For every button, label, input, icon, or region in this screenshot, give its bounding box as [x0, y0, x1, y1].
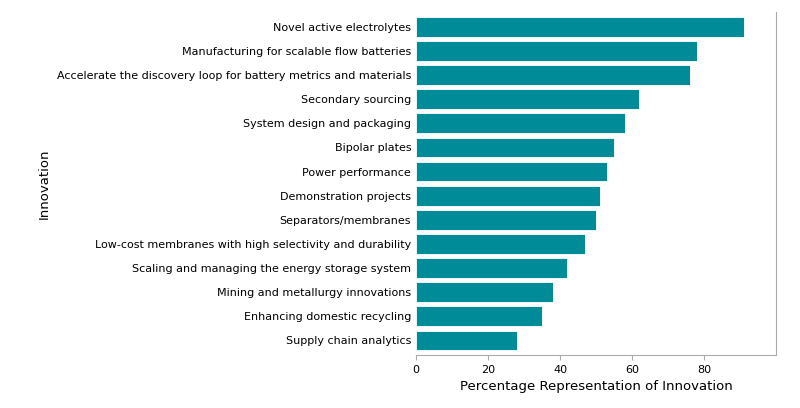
Bar — [416, 17, 744, 37]
Bar — [416, 282, 553, 302]
Bar — [416, 137, 614, 157]
Bar — [416, 258, 567, 278]
Bar — [416, 210, 596, 230]
Bar — [416, 65, 690, 85]
Bar — [416, 113, 625, 133]
X-axis label: Percentage Representation of Innovation: Percentage Representation of Innovation — [460, 380, 732, 393]
Bar — [416, 186, 600, 206]
Bar — [416, 162, 606, 182]
Bar — [416, 41, 697, 61]
Bar — [416, 89, 639, 109]
Bar — [416, 330, 517, 350]
Y-axis label: Innovation: Innovation — [38, 149, 51, 219]
Bar — [416, 234, 586, 254]
Bar — [416, 306, 542, 326]
